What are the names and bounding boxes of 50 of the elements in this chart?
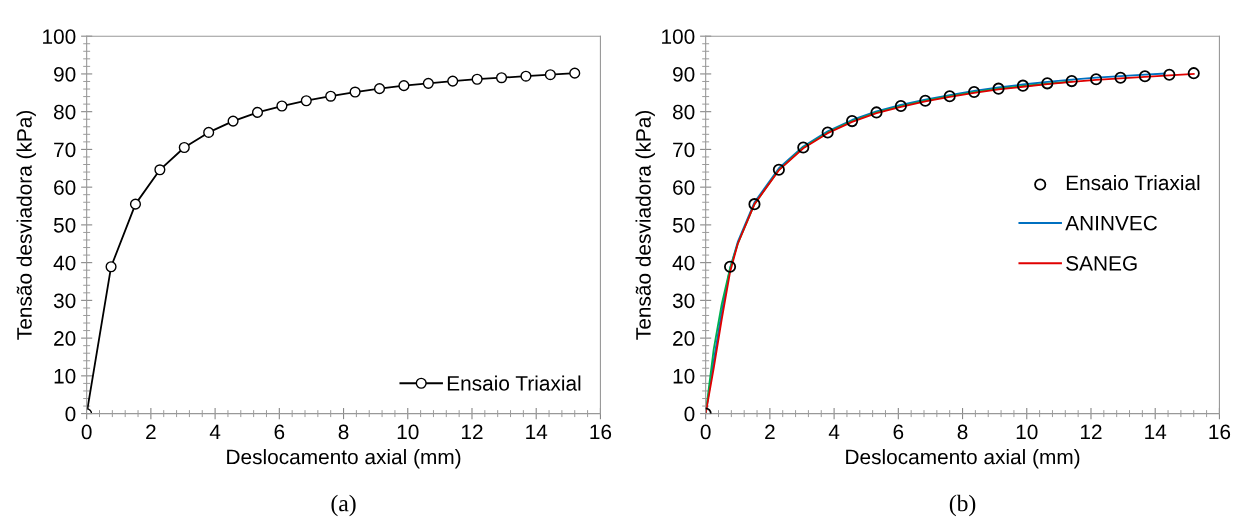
y-tick-label: 100 xyxy=(662,29,695,44)
legend-label: ANINVEC xyxy=(1065,215,1158,231)
y-tick-label: 70 xyxy=(673,142,695,158)
x-tick-label: 8 xyxy=(338,424,349,440)
y-tick-label: 10 xyxy=(673,368,695,384)
y-tick-label: 80 xyxy=(53,104,76,120)
x-tick-label: 16 xyxy=(1209,424,1231,440)
y-tick-label: 80 xyxy=(672,104,695,120)
y-axis-title: Tensão desviadora (kPa) xyxy=(635,110,655,340)
x-tick-label: 6 xyxy=(274,424,285,440)
x-tick-label: 8 xyxy=(957,424,968,440)
y-tick-label: 20 xyxy=(673,331,695,346)
x-axis-title: Deslocamento axial (mm) xyxy=(227,448,461,469)
x-tick-label: 0 xyxy=(700,424,711,440)
x-tick-label: 14 xyxy=(1145,424,1167,440)
text: (a) xyxy=(331,494,356,517)
x-tick-label: 10 xyxy=(1016,424,1038,440)
y-tick-label: 100 xyxy=(43,29,76,44)
y-tick-label: 30 xyxy=(672,293,695,309)
x-tick-label: 4 xyxy=(828,424,840,440)
text: (b) xyxy=(949,494,976,517)
y-tick-label: 50 xyxy=(672,217,695,233)
legend-label: Ensaio Triaxial xyxy=(1066,174,1200,191)
x-axis-title: Deslocamento axial (mm) xyxy=(846,448,1080,469)
y-tick-label: 90 xyxy=(54,66,76,82)
y-tick-label: 20 xyxy=(54,331,76,346)
y-tick-label: 70 xyxy=(54,142,76,158)
y-tick-label: 40 xyxy=(672,255,695,271)
legend-label: SANEG xyxy=(1066,255,1137,271)
y-tick-label: 30 xyxy=(53,293,76,309)
legend-label: Ensaio Triaxial xyxy=(447,375,581,391)
y-tick-label: 0 xyxy=(65,406,76,422)
y-tick-label: 40 xyxy=(53,255,76,271)
x-tick-label: 2 xyxy=(765,424,775,440)
x-tick-label: 12 xyxy=(1080,424,1102,440)
y-tick-label: 90 xyxy=(673,66,695,82)
x-tick-label: 16 xyxy=(590,424,612,440)
y-tick-label: 10 xyxy=(54,368,76,384)
x-tick-label: 10 xyxy=(397,424,419,440)
x-tick-label: 12 xyxy=(461,424,483,440)
x-tick-label: 2 xyxy=(146,424,156,440)
y-tick-label: 60 xyxy=(673,180,695,195)
x-tick-label: 4 xyxy=(209,424,221,440)
y-tick-label: 60 xyxy=(54,180,76,195)
x-tick-label: 0 xyxy=(81,424,92,440)
y-tick-label: 50 xyxy=(53,217,76,233)
x-tick-label: 14 xyxy=(526,424,548,440)
y-axis-title: Tensão desviadora (kPa) xyxy=(16,110,36,340)
y-tick-label: 0 xyxy=(684,406,695,422)
x-tick-label: 6 xyxy=(893,424,904,440)
